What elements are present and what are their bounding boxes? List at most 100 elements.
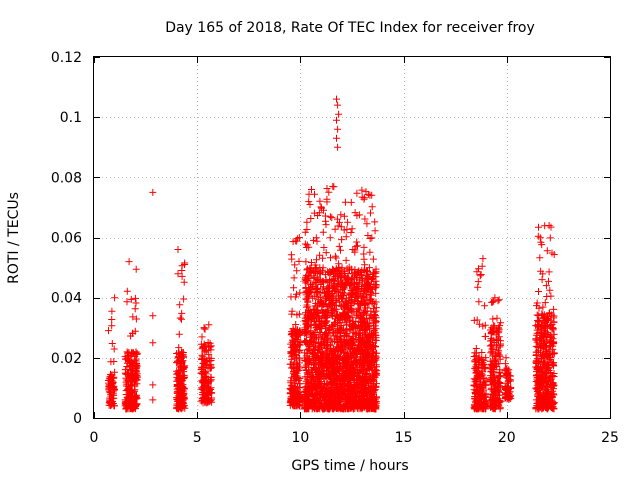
data-point <box>128 404 136 412</box>
data-point <box>312 354 319 362</box>
data-point <box>204 396 211 404</box>
data-point <box>303 389 311 397</box>
data-point <box>126 387 134 395</box>
data-point <box>367 388 375 396</box>
data-point <box>340 310 348 317</box>
data-point <box>329 367 336 375</box>
data-point <box>334 143 342 151</box>
data-point <box>131 371 139 379</box>
data-point <box>123 298 131 306</box>
data-point <box>342 233 350 241</box>
data-point <box>288 330 296 338</box>
data-point <box>545 268 553 276</box>
data-point <box>312 265 319 273</box>
data-point <box>367 394 375 402</box>
data-point <box>199 353 207 361</box>
data-point <box>179 349 187 356</box>
data-point <box>363 366 371 374</box>
data-point <box>292 321 300 328</box>
data-point <box>304 265 312 273</box>
data-point <box>128 358 136 366</box>
data-point <box>334 125 342 133</box>
data-point <box>365 300 373 308</box>
data-point <box>334 338 341 346</box>
data-point <box>207 386 215 393</box>
data-point <box>198 351 206 359</box>
data-point <box>356 369 364 377</box>
data-point <box>322 386 330 394</box>
data-point <box>322 344 330 352</box>
data-point <box>358 338 366 346</box>
data-point <box>358 186 366 194</box>
data-point <box>323 185 331 192</box>
data-point <box>306 201 314 208</box>
data-point <box>330 382 338 390</box>
data-point <box>127 361 135 369</box>
data-point <box>359 327 367 334</box>
data-point <box>372 382 380 390</box>
data-point <box>320 309 328 317</box>
data-point <box>173 367 181 375</box>
data-point <box>178 267 186 274</box>
data-point <box>333 134 340 142</box>
data-point <box>476 272 484 280</box>
data-point <box>305 284 313 292</box>
data-point <box>342 303 350 311</box>
data-point <box>351 209 359 217</box>
data-point <box>205 354 213 362</box>
data-point <box>179 392 186 400</box>
data-point <box>312 320 320 328</box>
data-point <box>124 377 132 385</box>
data-point <box>133 391 140 399</box>
data-point <box>313 284 321 292</box>
data-point <box>354 304 362 312</box>
data-point <box>321 380 329 388</box>
data-point <box>349 385 357 393</box>
data-point <box>323 330 331 338</box>
data-point <box>475 320 483 328</box>
data-point <box>359 391 367 399</box>
data-point <box>127 295 135 303</box>
data-point <box>359 292 367 300</box>
data-point <box>313 374 321 382</box>
data-point <box>108 340 116 347</box>
data-point <box>206 364 214 372</box>
data-point <box>129 388 137 396</box>
data-point <box>330 347 338 355</box>
data-point <box>474 283 482 291</box>
data-point <box>306 384 314 392</box>
data-point <box>149 396 157 404</box>
data-point <box>341 357 349 365</box>
data-point <box>110 386 118 394</box>
data-point <box>149 312 157 320</box>
data-point <box>479 371 487 379</box>
data-point <box>327 389 335 397</box>
data-point <box>287 386 295 393</box>
data-point <box>316 300 324 308</box>
data-point <box>293 237 301 245</box>
data-point <box>367 380 375 387</box>
data-point <box>303 322 311 330</box>
data-point <box>336 378 344 386</box>
data-point <box>352 292 360 300</box>
data-point <box>479 255 487 263</box>
data-point <box>317 353 325 361</box>
data-point <box>362 268 370 276</box>
data-point <box>307 289 315 296</box>
data-point <box>535 223 542 231</box>
data-point <box>124 404 132 412</box>
data-point <box>202 358 210 366</box>
data-point <box>132 299 140 307</box>
data-point <box>490 339 498 346</box>
data-point <box>330 395 338 403</box>
data-point <box>547 292 555 300</box>
data-point <box>179 381 187 389</box>
data-point <box>293 375 301 383</box>
data-point <box>473 369 481 377</box>
data-point <box>357 404 365 412</box>
data-point <box>536 254 544 262</box>
data-point <box>306 345 314 353</box>
data-point <box>325 359 333 367</box>
data-point <box>318 340 326 348</box>
data-point <box>331 400 339 408</box>
